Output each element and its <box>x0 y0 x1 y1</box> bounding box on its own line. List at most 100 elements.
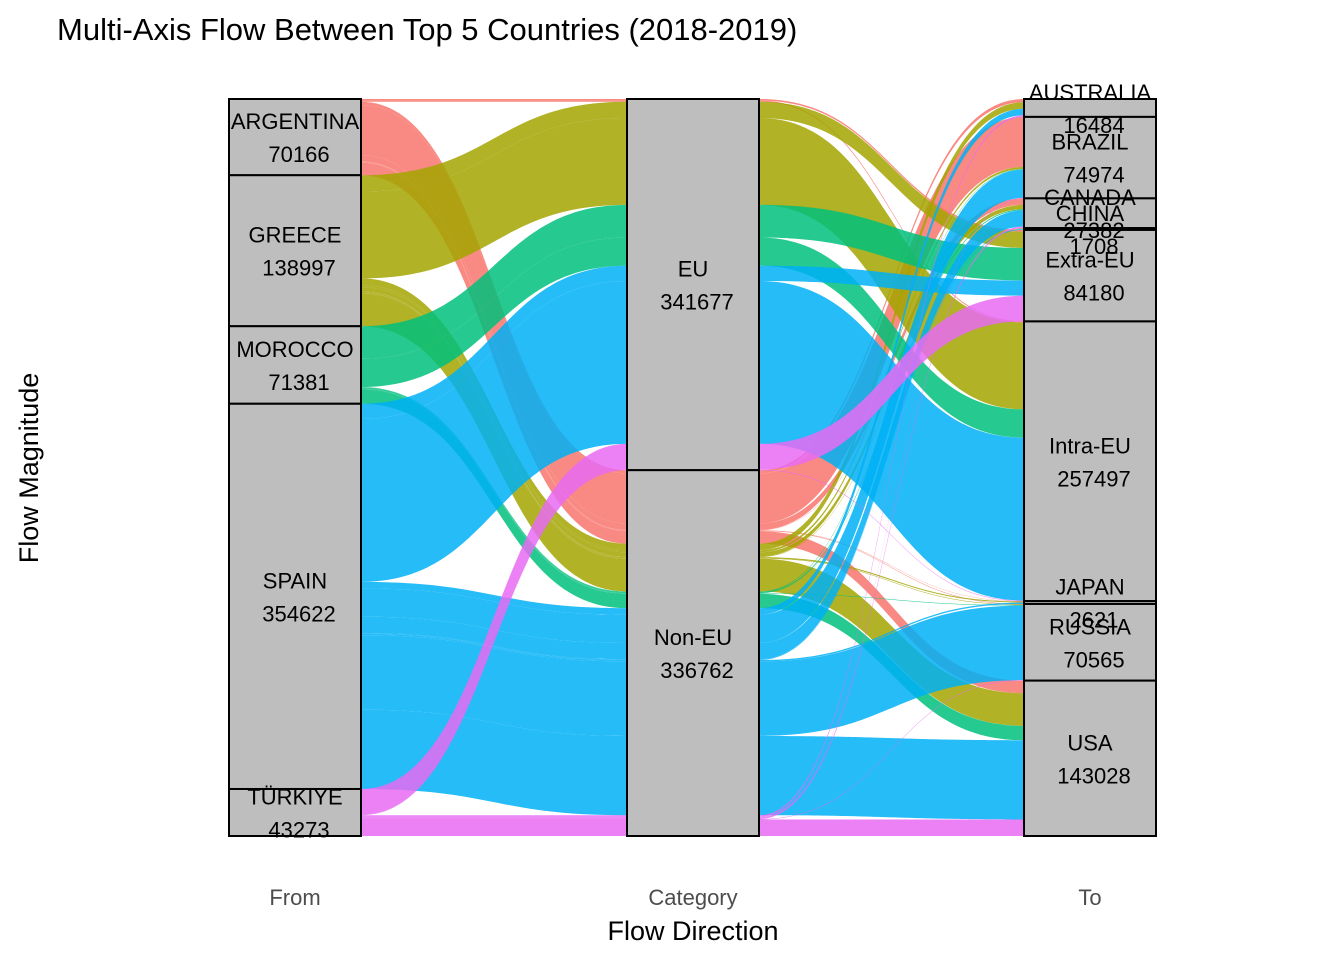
flow-turkiye-non-eu-australia-left <box>361 815 627 817</box>
stratum-label-china: CHINA <box>1056 201 1125 226</box>
stratum-value-eu: 341677 <box>660 290 733 315</box>
flow-spain-non-eu-usa-right <box>759 735 1024 820</box>
flow-argentina-non-eu-usa-right <box>759 531 1024 694</box>
flow-argentina-non-eu-japan-right <box>759 530 1024 602</box>
stratum-label-turkiye: TÜRKIYE <box>247 784 342 809</box>
stratum-label-spain: SPAIN <box>263 568 327 593</box>
axis-ticks: From Category To <box>269 885 1101 910</box>
x-tick-from: From <box>269 885 320 910</box>
flow-turkiye-non-eu-brazil-left <box>361 816 627 818</box>
flow-spain-non-eu-japan-left <box>361 633 627 662</box>
flow-spain-non-eu-russia-right <box>759 605 1024 736</box>
flow-spain-non-eu-brazil-right <box>759 169 1024 643</box>
chart-title: Multi-Axis Flow Between Top 5 Countries … <box>57 12 797 47</box>
flow-spain-non-eu-japan-right <box>759 602 1024 662</box>
nodes-layer: ARGENTINA 70166 GREECE 138997 MOROCCO 71381 SP… <box>228 80 1157 842</box>
stratum-value-turkiye: 43273 <box>268 817 329 842</box>
flow-greece-eu-intra-eu-left <box>361 118 627 279</box>
stratum-brazil <box>1023 115 1157 200</box>
flow-turkiye-non-eu-brazil-right <box>759 197 1024 818</box>
stratum-usa <box>1023 679 1157 837</box>
stratum-label-australia: AUSTRALIA <box>1029 80 1152 105</box>
stratum-eu <box>626 98 760 472</box>
stratum-value-argentina: 70166 <box>268 142 329 167</box>
stratum-spain <box>228 402 362 790</box>
stratum-value-morocco: 71381 <box>268 370 329 395</box>
stratum-russia <box>1023 602 1157 682</box>
stratum-value-spain: 354622 <box>262 601 335 626</box>
stratum-label-eu: EU <box>678 257 709 282</box>
flow-greece-non-eu-russia-right <box>759 558 1024 606</box>
x-axis-title: Flow Direction <box>607 916 778 946</box>
stratum-label-canada: CANADA <box>1044 185 1136 210</box>
stratum-value-brazil: 74974 <box>1063 163 1124 188</box>
flow-argentina-eu-intra-eu-right <box>759 100 1024 323</box>
flow-spain-non-eu-china-right <box>759 229 1024 660</box>
stratum-label-greece: GREECE <box>249 223 342 248</box>
flow-spain-non-eu-usa-left <box>361 709 627 816</box>
flow-turkiye-non-eu-usa-right <box>759 819 1024 836</box>
flow-spain-eu-intra-eu-left <box>361 280 627 582</box>
stratum-argentina <box>228 98 362 177</box>
stratum-label-usa: USA <box>1067 730 1113 755</box>
flow-greece-eu-extra-eu-right <box>759 101 1024 248</box>
flow-turkiye-eu-intra-eu-left <box>361 469 627 816</box>
stratum-intra-eu <box>1023 320 1157 603</box>
stratum-value-intra-eu: 257497 <box>1057 466 1130 491</box>
stratum-canada <box>1023 197 1157 230</box>
flow-turkiye-eu-intra-eu-right <box>759 469 1024 602</box>
flow-argentina-eu-extra-eu-right <box>759 99 1024 232</box>
stratum-label-morocco: MOROCCO <box>236 337 353 362</box>
stratum-value-australia: 16484 <box>1063 113 1124 138</box>
flow-spain-non-eu-china-left <box>361 632 627 660</box>
flow-spain-eu-extra-eu-left <box>361 265 627 419</box>
flow-turkiye-eu-extra-eu-right <box>759 295 1024 470</box>
flow-argentina-non-eu-brazil-right <box>759 116 1024 524</box>
stratum-value-russia: 70565 <box>1063 647 1124 672</box>
y-axis-title: Flow Magnitude <box>14 373 44 564</box>
flow-turkiye-non-eu-australia-right <box>759 115 1024 817</box>
flow-spain-non-eu-russia-left <box>361 635 627 736</box>
flow-spain-non-eu-australia-left <box>361 581 627 615</box>
flow-argentina-non-eu-russia-right <box>759 530 1024 605</box>
flow-turkiye-non-eu-russia-right <box>759 680 1024 820</box>
stratum-label-intra-eu: Intra-EU <box>1049 433 1131 458</box>
flow-spain-non-eu-brazil-left <box>361 588 627 643</box>
stratum-non-eu <box>626 469 760 837</box>
stratum-value-canada: 27382 <box>1063 218 1124 243</box>
stratum-value-usa: 143028 <box>1057 763 1130 788</box>
flow-morocco-eu-intra-eu-right <box>759 237 1024 438</box>
stratum-value-japan: 2621 <box>1070 608 1119 633</box>
flow-morocco-eu-intra-eu-left <box>361 237 627 388</box>
flow-spain-eu-extra-eu-right <box>759 265 1024 296</box>
flow-morocco-non-eu-russia-right <box>759 593 1024 606</box>
stratum-greece <box>228 174 362 328</box>
stratum-label-non-eu: Non-EU <box>654 625 732 650</box>
stratum-value-extra-eu: 84180 <box>1063 281 1124 306</box>
stratum-value-greece: 138997 <box>262 256 335 281</box>
flow-spain-non-eu-canada-right <box>759 210 1024 660</box>
flow-greece-eu-extra-eu-left <box>361 101 627 192</box>
flow-turkiye-non-eu-usa-left <box>361 819 627 836</box>
flow-turkiye-non-eu-china-right <box>759 229 1024 820</box>
stratum-label-russia: RUSSIA <box>1049 614 1131 639</box>
stratum-label-extra-eu: Extra-EU <box>1045 248 1134 273</box>
flow-turkiye-non-eu-canada-left <box>361 817 627 819</box>
stratum-value-non-eu: 336762 <box>660 658 733 683</box>
flow-argentina-eu-intra-eu-left <box>361 100 627 102</box>
stratum-label-brazil: BRAZIL <box>1051 130 1128 155</box>
stratum-label-argentina: ARGENTINA <box>231 109 360 134</box>
flow-turkiye-non-eu-canada-right <box>759 226 1024 819</box>
x-tick-to: To <box>1078 885 1101 910</box>
flow-morocco-eu-extra-eu-left <box>361 204 627 359</box>
flow-turkiye-eu-extra-eu-left <box>361 443 627 815</box>
flow-spain-non-eu-australia-right <box>759 108 1024 615</box>
x-tick-category: Category <box>648 885 737 910</box>
flow-greece-non-eu-japan-right <box>759 557 1024 603</box>
stratum-value-china: 1708 <box>1070 234 1119 259</box>
stratum-label-japan: JAPAN <box>1055 575 1124 600</box>
flow-turkiye-non-eu-japan-right <box>759 603 1024 820</box>
flows-layer <box>361 99 1024 836</box>
stratum-turkiye <box>228 787 362 838</box>
